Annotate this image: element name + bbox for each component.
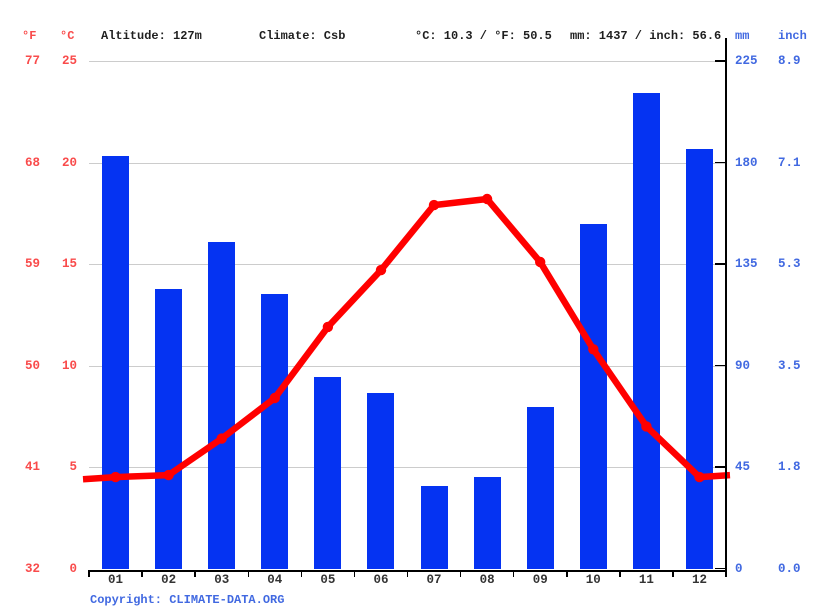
month-label: 04 [267, 573, 283, 587]
gridline [89, 365, 726, 367]
right-axis-tick [715, 567, 726, 570]
month-label: 10 [585, 573, 601, 587]
gridline [89, 61, 726, 62]
precip-bar-04 [261, 293, 289, 569]
annual-precipitation-summary: mm: 1437 / inch: 56.6 [570, 29, 722, 43]
y-axis-label-celsius: 0 [69, 561, 77, 576]
month-label: 08 [479, 573, 495, 587]
temperature-point-01 [110, 471, 121, 483]
x-axis-tick [672, 570, 674, 577]
month-label: 09 [532, 573, 548, 587]
y-axis-label-celsius: 15 [61, 257, 77, 271]
month-label: 05 [320, 573, 336, 587]
y-axis-label-mm: 0 [735, 561, 743, 576]
y-axis-label-fahrenheit: 77 [24, 54, 40, 68]
fahrenheit-axis-title: °F [22, 29, 37, 43]
precip-bar-11 [632, 93, 660, 569]
y-axis-label-inch: 8.9 [778, 54, 801, 68]
climate-zone-info: Climate: Csb [259, 29, 346, 43]
y-axis-label-fahrenheit: 68 [24, 155, 40, 170]
precip-bar-08 [473, 476, 501, 569]
y-axis-label-fahrenheit: 41 [24, 460, 40, 474]
month-label: 01 [108, 573, 124, 587]
temperature-point-12 [694, 471, 705, 483]
x-axis-tick [353, 570, 356, 577]
x-axis-tick [459, 570, 462, 577]
copyright-link[interactable]: Copyright: CLIMATE-DATA.ORG [90, 593, 285, 607]
y-axis-label-fahrenheit: 32 [24, 561, 40, 576]
precip-bar-01 [102, 156, 130, 569]
altitude-info: Altitude: 127m [101, 29, 202, 43]
temperature-point-07 [428, 199, 440, 211]
right-axis-tick [715, 364, 726, 367]
precip-bar-03 [208, 241, 236, 569]
temperature-point-08 [481, 193, 493, 205]
y-axis-label-inch: 3.5 [778, 358, 801, 373]
y-axis-label-inch: 7.1 [778, 155, 801, 170]
x-axis-tick [300, 570, 303, 577]
right-axis-tick [715, 263, 726, 265]
y-axis-label-celsius: 20 [61, 155, 77, 170]
y-axis-label-celsius: 25 [61, 54, 77, 68]
inch-axis-title: inch [778, 29, 807, 43]
temperature-point-05 [322, 321, 334, 333]
x-axis-tick [194, 570, 196, 577]
y-axis-label-fahrenheit: 59 [24, 257, 40, 271]
gridline [89, 264, 726, 265]
precip-bar-10 [579, 223, 607, 569]
gridline [89, 467, 726, 468]
y-axis-label-celsius: 5 [69, 460, 77, 474]
temperature-line [82, 193, 731, 483]
right-axis-line [725, 38, 727, 571]
precip-bar-02 [155, 289, 183, 569]
precip-bar-09 [526, 406, 554, 569]
mm-axis-title: mm [735, 29, 750, 43]
y-axis-label-inch: 0.0 [778, 561, 801, 576]
temperature-point-11 [641, 421, 652, 432]
precip-bar-06 [367, 393, 395, 569]
x-axis-tick [619, 570, 621, 577]
month-label: 12 [691, 573, 707, 587]
y-axis-label-inch: 5.3 [778, 257, 801, 271]
y-axis-label-mm: 90 [735, 358, 751, 373]
temperature-point-03 [216, 433, 227, 444]
x-axis-tick [141, 570, 143, 577]
x-axis-tick [725, 570, 727, 577]
month-label: 03 [214, 573, 230, 587]
gridline [89, 162, 726, 164]
annual-temperature-summary: °C: 10.3 / °F: 50.5 [415, 29, 552, 43]
month-label: 07 [426, 573, 442, 587]
temperature-point-10 [588, 344, 599, 355]
x-axis-tick [512, 570, 515, 577]
y-axis-label-mm: 180 [735, 155, 758, 170]
precip-bar-05 [314, 377, 342, 569]
y-axis-label-mm: 45 [735, 460, 751, 474]
temperature-point-09 [535, 256, 546, 268]
temperature-point-02 [163, 469, 174, 481]
right-axis-tick [715, 60, 726, 62]
y-axis-label-mm: 225 [735, 54, 758, 68]
right-axis-tick [715, 161, 726, 164]
y-axis-label-fahrenheit: 50 [24, 358, 40, 373]
temperature-point-04 [269, 392, 280, 404]
month-label: 02 [161, 573, 177, 587]
month-label: 11 [638, 573, 654, 587]
temperature-polyline [82, 195, 731, 483]
x-axis-tick [247, 570, 249, 577]
x-axis-tick [406, 570, 409, 577]
precip-bar-07 [420, 485, 448, 569]
precip-bar-12 [685, 149, 713, 569]
right-axis-tick [715, 466, 726, 468]
month-label: 06 [373, 573, 389, 587]
x-axis-tick [88, 570, 90, 577]
y-axis-label-mm: 135 [735, 257, 758, 271]
x-axis-tick [566, 570, 568, 577]
celsius-axis-title: °C [60, 29, 75, 43]
y-axis-label-inch: 1.8 [778, 460, 801, 474]
y-axis-label-celsius: 10 [61, 358, 77, 373]
temperature-point-06 [375, 264, 387, 276]
plot-area [82, 61, 731, 569]
